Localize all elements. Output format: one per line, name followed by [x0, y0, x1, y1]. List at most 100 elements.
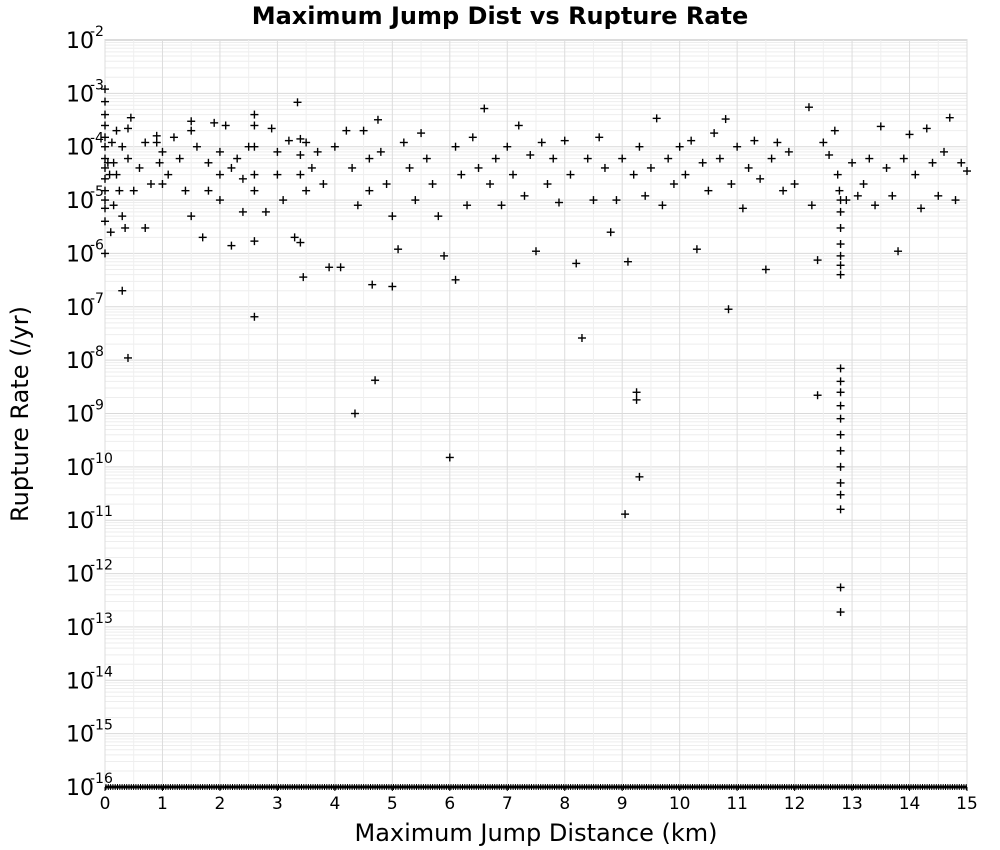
data-point [692, 245, 701, 254]
data-point [526, 150, 535, 159]
data-point [126, 113, 135, 122]
data-point [836, 583, 845, 592]
data-point [836, 505, 845, 514]
data-point [474, 163, 483, 172]
data-point [652, 114, 661, 123]
data-point [859, 180, 868, 189]
data-point [761, 265, 770, 274]
data-point [215, 196, 224, 205]
data-point [836, 240, 845, 249]
data-point [836, 608, 845, 617]
data-point [105, 170, 114, 179]
data-point [842, 196, 851, 205]
y-axis-label: Rupture Rate (/yr) [6, 306, 34, 522]
data-point [273, 170, 282, 179]
data-point [767, 154, 776, 163]
data-point [491, 154, 500, 163]
data-point [715, 154, 724, 163]
data-point [373, 115, 382, 124]
data-point [928, 158, 937, 167]
data-point [112, 126, 121, 135]
y-tick-label: 10-2 [66, 24, 104, 54]
data-point [101, 154, 109, 163]
x-tick-label: 7 [502, 794, 513, 814]
data-point [836, 490, 845, 499]
y-tick-exponent: -6 [90, 237, 104, 253]
data-point [589, 196, 598, 205]
data-point [405, 163, 414, 172]
data-point [101, 133, 109, 142]
data-point [123, 353, 132, 362]
x-tick-label: 5 [387, 794, 398, 814]
data-point [267, 124, 276, 133]
data-point [342, 126, 351, 135]
data-point [836, 388, 845, 397]
data-point [376, 147, 385, 156]
data-point [853, 191, 862, 200]
data-point [330, 142, 339, 151]
y-tick-exponent: -2 [90, 24, 104, 40]
data-point [215, 170, 224, 179]
data-point [554, 198, 563, 207]
y-tick-exponent: -15 [90, 718, 113, 734]
data-point [350, 409, 359, 418]
y-tick-base: 10 [66, 669, 94, 694]
data-point [664, 154, 673, 163]
y-tick-base: 10 [66, 29, 94, 54]
x-tick-label: 2 [215, 794, 226, 814]
y-tick-exponent: -5 [90, 184, 104, 200]
data-point [549, 154, 558, 163]
y-tick-exponent: -11 [90, 504, 113, 520]
y-tick-label: 10-3 [66, 77, 104, 107]
data-point [115, 186, 124, 195]
data-point [882, 163, 891, 172]
data-point [899, 154, 908, 163]
data-point [514, 121, 523, 130]
y-tick-label: 10-9 [66, 398, 104, 428]
data-point [865, 154, 874, 163]
data-point [382, 180, 391, 189]
data-point [560, 136, 569, 145]
data-point [428, 180, 437, 189]
data-point [394, 245, 403, 254]
data-point [365, 154, 374, 163]
data-point [566, 170, 575, 179]
data-point [181, 186, 190, 195]
data-point [773, 138, 782, 147]
data-point [158, 180, 167, 189]
data-point [595, 133, 604, 142]
data-point [543, 180, 552, 189]
y-tick-label: 10-15 [66, 718, 113, 748]
data-point [233, 154, 242, 163]
data-point [250, 186, 259, 195]
data-point [152, 138, 161, 147]
data-point [296, 134, 305, 143]
y-tick-label: 10-13 [66, 611, 113, 641]
data-point [299, 273, 308, 282]
data-point [123, 124, 132, 133]
y-tick-exponent: -9 [90, 398, 104, 414]
data-point [583, 154, 592, 163]
data-point [468, 133, 477, 142]
x-tick-label: 14 [899, 794, 921, 814]
data-point [368, 280, 377, 289]
data-point [917, 204, 926, 213]
data-point [807, 201, 816, 210]
data-point [129, 186, 138, 195]
data-point [635, 142, 644, 151]
y-tick-base: 10 [66, 456, 94, 481]
data-point [101, 97, 109, 106]
y-tick-label: 10-10 [66, 451, 113, 481]
x-axis-label: Maximum Jump Distance (km) [355, 819, 718, 847]
data-point [296, 238, 305, 247]
data-point [348, 163, 357, 172]
y-axis-ticks: 10-210-310-410-510-610-710-810-910-1010-… [66, 24, 113, 801]
data-point [888, 191, 897, 200]
data-point [876, 122, 885, 131]
y-tick-base: 10 [66, 349, 94, 374]
data-point [618, 154, 627, 163]
data-point [871, 201, 880, 210]
data-point [164, 170, 173, 179]
x-axis-ticks: 0 1 2 3 4 5 6 7 8 9 10 11 12 13 14 15 [100, 787, 978, 814]
data-point [101, 121, 109, 130]
